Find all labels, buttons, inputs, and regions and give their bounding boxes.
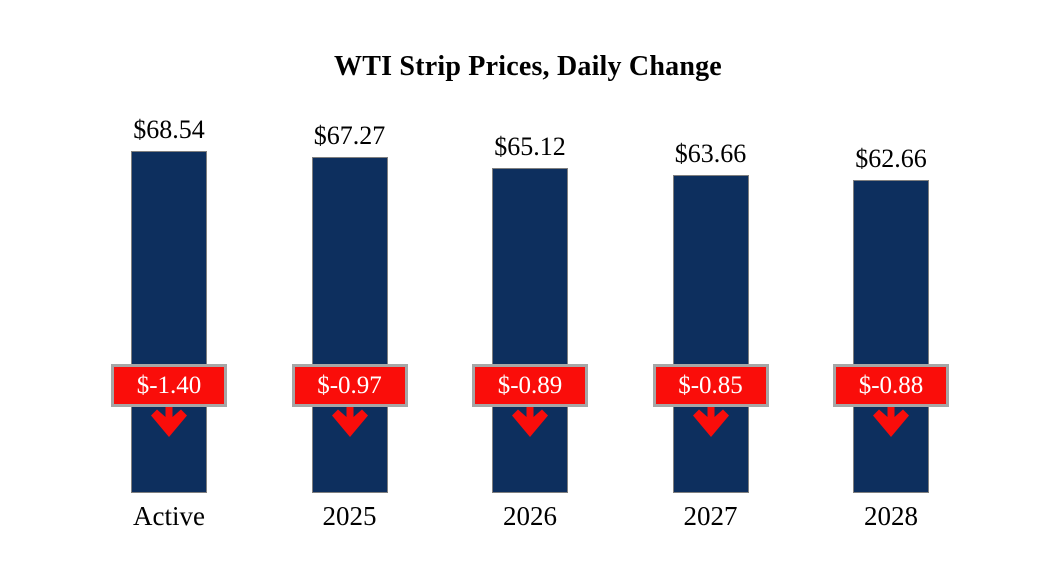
daily-change-badge: $-0.89 bbox=[472, 364, 588, 407]
category-label: 2025 bbox=[322, 501, 377, 531]
chart-title: WTI Strip Prices, Daily Change bbox=[334, 51, 722, 82]
down-arrow-icon bbox=[150, 407, 188, 437]
bar-group: $62.66 $-0.88 2028 bbox=[801, 0, 981, 576]
bar-group: $68.54 $-1.40 Active bbox=[79, 0, 259, 576]
daily-change-badge: $-0.97 bbox=[291, 364, 408, 407]
price-bar bbox=[853, 180, 929, 493]
down-arrow-icon bbox=[511, 407, 549, 437]
price-bar bbox=[492, 168, 568, 493]
daily-change-badge: $-0.88 bbox=[833, 364, 949, 407]
daily-change-badge: $-0.85 bbox=[652, 364, 769, 407]
down-arrow-icon bbox=[872, 407, 910, 437]
bar-group: $65.12 $-0.89 2026 bbox=[440, 0, 620, 576]
price-bar bbox=[131, 150, 207, 493]
category-label: 2027 bbox=[683, 501, 738, 531]
category-label: 2028 bbox=[864, 501, 918, 531]
category-label: Active bbox=[133, 501, 205, 531]
price-bar bbox=[311, 157, 388, 493]
down-arrow-icon bbox=[692, 407, 730, 437]
bar-group: $67.27 $-0.97 2025 bbox=[260, 0, 440, 576]
price-bar bbox=[672, 175, 749, 493]
category-label: 2026 bbox=[503, 501, 557, 531]
daily-change-badge: $-1.40 bbox=[111, 364, 227, 407]
bar-value-label: $62.66 bbox=[855, 144, 927, 174]
bar-value-label: $63.66 bbox=[674, 139, 747, 169]
bar-value-label: $67.27 bbox=[313, 121, 386, 151]
bar-value-label: $68.54 bbox=[133, 114, 205, 144]
bar-value-label: $65.12 bbox=[494, 132, 566, 162]
bar-group: $63.66 $-0.85 2027 bbox=[621, 0, 801, 576]
down-arrow-icon bbox=[331, 407, 369, 437]
